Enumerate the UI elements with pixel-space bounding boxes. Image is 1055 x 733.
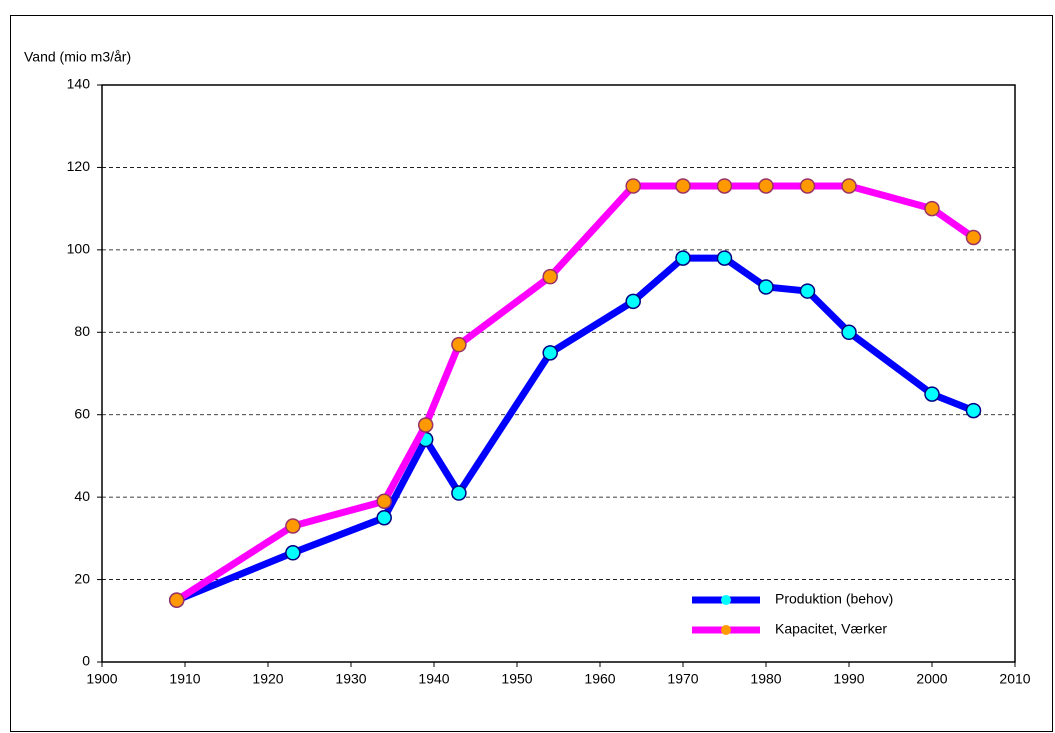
data-point <box>799 178 816 194</box>
y-tick-label: 120 <box>67 158 91 174</box>
data-point <box>965 402 982 419</box>
data-point <box>841 178 857 194</box>
x-tick-label: 2010 <box>999 671 1030 687</box>
data-point <box>924 386 940 402</box>
series-line <box>174 182 976 604</box>
data-point <box>451 336 467 353</box>
y-axis-label: Vand (mio m3/år) <box>24 49 131 65</box>
data-point <box>542 345 558 361</box>
data-point <box>716 250 733 266</box>
y-tick-label: 60 <box>74 405 90 421</box>
x-tick-label: 1960 <box>584 671 615 687</box>
data-point <box>376 510 392 526</box>
legend-marker <box>721 625 731 635</box>
y-tick-label: 100 <box>67 241 91 257</box>
data-point <box>758 279 774 295</box>
data-point <box>285 545 301 561</box>
chart-frame <box>10 15 1053 732</box>
y-tick-label: 40 <box>74 488 90 504</box>
data-point <box>376 493 392 510</box>
x-tick-label: 1990 <box>833 671 864 687</box>
data-point <box>542 268 558 285</box>
x-tick-label: 1930 <box>335 671 366 687</box>
data-point <box>924 200 940 217</box>
y-tick-label: 0 <box>82 653 90 669</box>
x-tick-label: 1950 <box>501 671 532 687</box>
y-tick-label: 140 <box>67 76 91 92</box>
data-point <box>841 324 857 341</box>
data-point <box>417 417 434 433</box>
plot-area <box>101 84 1016 663</box>
data-point <box>799 283 816 299</box>
data-point <box>625 293 641 310</box>
x-tick-label: 1910 <box>169 671 200 687</box>
x-tick-label: 1970 <box>667 671 698 687</box>
y-tick-label: 80 <box>74 323 90 339</box>
data-point <box>675 250 691 266</box>
data-point <box>758 178 774 194</box>
data-point <box>965 229 982 246</box>
legend-label: Produktion (behov) <box>775 591 893 607</box>
legend-label: Kapacitet, Værker <box>775 621 887 637</box>
data-point <box>716 178 733 194</box>
y-tick-label: 20 <box>74 570 90 586</box>
data-point <box>285 518 301 534</box>
legend-marker <box>721 595 731 605</box>
data-point <box>625 178 641 194</box>
x-tick-label: 1940 <box>418 671 449 687</box>
x-tick-label: 2000 <box>916 671 947 687</box>
x-tick-label: 1920 <box>252 671 283 687</box>
data-point <box>451 485 467 501</box>
data-point <box>168 592 185 608</box>
x-tick-label: 1980 <box>750 671 781 687</box>
data-point <box>675 178 691 194</box>
x-tick-label: 1900 <box>86 671 117 687</box>
